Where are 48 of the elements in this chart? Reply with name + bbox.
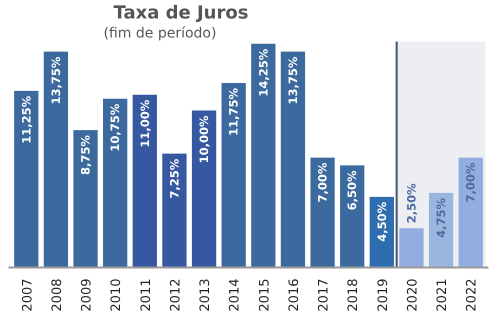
bar <box>399 228 424 268</box>
x-tick-label: 2013 <box>198 278 214 312</box>
data-label: 10,75% <box>108 103 122 152</box>
data-label: 2,50% <box>404 182 418 224</box>
chart-subtitle: (fim de período) <box>104 26 216 42</box>
x-tick-label: 2008 <box>50 278 65 312</box>
bar <box>14 90 38 268</box>
bar <box>280 52 306 268</box>
data-label: 11,75% <box>226 88 241 136</box>
bar <box>458 158 483 268</box>
x-tick-label: 2011 <box>138 278 154 312</box>
data-label: 7,25% <box>167 158 182 199</box>
data-label: 13,75% <box>48 56 63 104</box>
data-label: 11,00% <box>138 99 152 148</box>
x-tick-label: 2017 <box>316 278 332 312</box>
bar <box>310 158 335 268</box>
bar <box>222 82 246 268</box>
data-label: 14,25% <box>256 48 270 97</box>
data-label: 7,00% <box>464 162 478 202</box>
bar <box>192 110 216 268</box>
data-label: 10,00% <box>197 114 212 164</box>
x-tick-label: 2015 <box>257 278 272 312</box>
bar <box>340 165 364 268</box>
data-label: 4,50% <box>374 201 389 242</box>
bar <box>103 98 128 268</box>
x-tick-label: 2007 <box>20 278 36 312</box>
x-tick-label: 2019 <box>376 278 391 312</box>
data-label: 11,25% <box>19 95 34 144</box>
x-tick-label: 2022 <box>464 278 480 312</box>
x-tick-label: 2014 <box>228 278 243 312</box>
chart-title: Taxa de Juros <box>114 2 248 24</box>
x-tick-label: 2020 <box>405 278 420 312</box>
bar <box>44 52 68 268</box>
data-label: 4,75% <box>434 197 448 238</box>
bar <box>132 94 157 268</box>
data-label: 13,75% <box>286 56 300 104</box>
data-label: 8,75% <box>78 134 93 175</box>
data-label: 6,50% <box>345 170 360 210</box>
x-tick-label: 2016 <box>286 278 302 312</box>
data-label: 7,00% <box>316 162 330 202</box>
x-tick-label: 2018 <box>346 278 362 312</box>
bar <box>251 44 276 268</box>
bar <box>162 154 187 268</box>
x-tick-label: 2010 <box>109 278 124 312</box>
bar <box>73 130 98 268</box>
x-tick-label: 2021 <box>435 278 450 312</box>
x-tick-label: 2012 <box>168 278 184 312</box>
x-tick-label: 2009 <box>80 278 95 312</box>
